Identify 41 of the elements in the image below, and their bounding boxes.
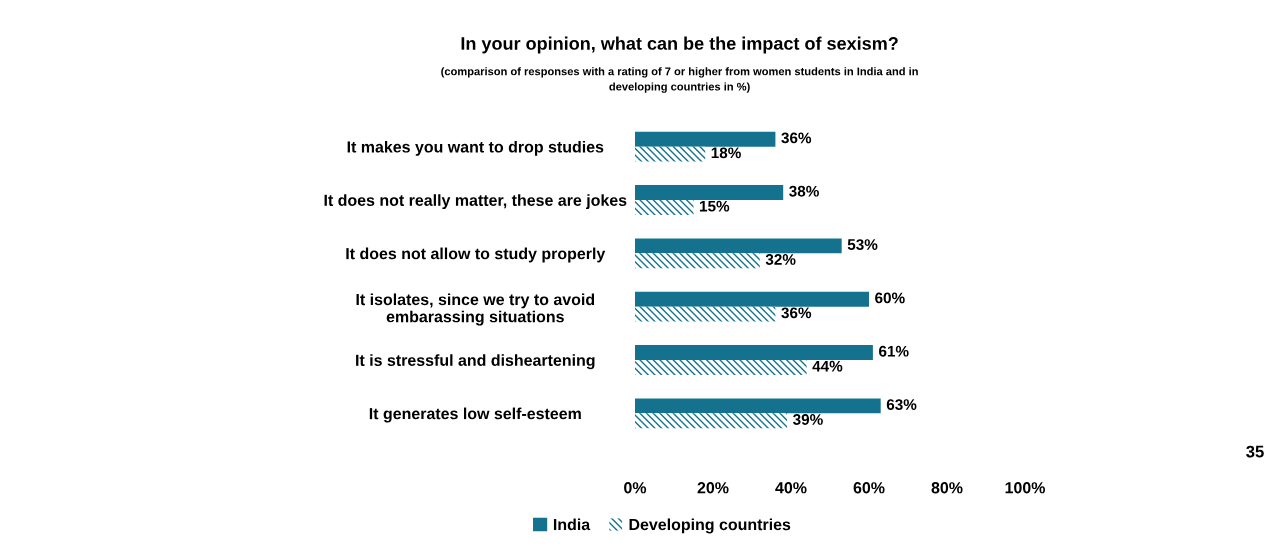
data-label: 60% [875, 292, 905, 304]
data-label: 32% [765, 254, 796, 265]
bar [635, 306, 776, 322]
bar [635, 413, 788, 429]
bar [635, 253, 760, 269]
x-tick-label: 20% [697, 482, 729, 494]
data-label: 53% [847, 239, 878, 250]
bar [635, 131, 776, 147]
bar [635, 238, 842, 254]
bar [635, 146, 706, 162]
x-tick-label: 100% [1005, 482, 1046, 494]
bar [635, 185, 784, 200]
chart-title: In your opinion, what can be the impact of sexism? [461, 36, 898, 54]
y-tick-label: It makes you want to drop studies [347, 140, 604, 156]
x-tick-label: 0% [624, 482, 647, 494]
y-tick-label: It generates low self-esteem [369, 407, 581, 423]
x-tick-label: 40% [775, 482, 807, 494]
bar [635, 360, 807, 375]
data-label: 44% [812, 360, 843, 372]
data-label: 15% [700, 200, 730, 212]
data-label: 36% [781, 132, 812, 144]
bar [635, 200, 694, 215]
y-tick-label: It does not allow to study properly [346, 247, 606, 263]
bar [635, 398, 881, 414]
data-label: 36% [781, 307, 812, 319]
text: 35 [1246, 445, 1264, 458]
chart-subtitle: (comparison of responses with a rating of 7 or higher from women students in India and in developing countries in %) [441, 67, 918, 93]
y-tick-label: It is stressful and disheartening [356, 354, 595, 370]
x-tick-label: 80% [931, 482, 963, 494]
legend-label: Developing countries [629, 518, 791, 534]
x-tick-label: 60% [853, 482, 885, 494]
data-label: 38% [789, 185, 819, 197]
bar [635, 291, 869, 307]
data-label: 39% [793, 414, 823, 425]
legend-label: India [553, 518, 591, 531]
y-tick-label: It isolates, since we try to avoid embarassing situations [356, 293, 595, 326]
data-label: 61% [879, 345, 909, 357]
data-label: 18% [711, 147, 741, 159]
bar [635, 345, 873, 360]
y-tick-label: It does not really matter, these are jokes [324, 194, 627, 210]
data-label: 63% [886, 399, 917, 410]
